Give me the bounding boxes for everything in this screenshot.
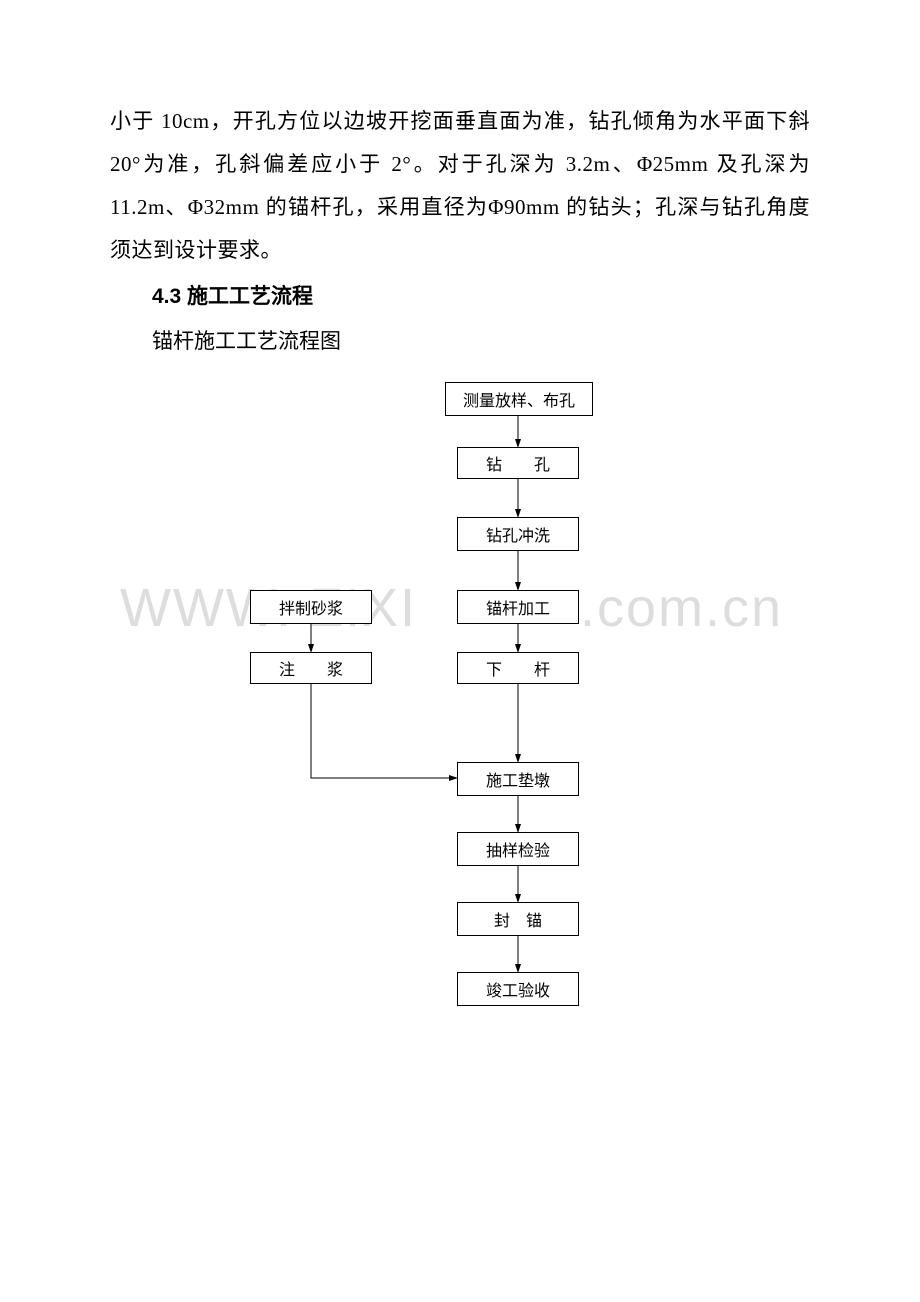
flow-node-n7: 注 浆 (250, 652, 372, 684)
page: 小于 10cm，开孔方位以边坡开挖面垂直面为准，钻孔倾角为水平面下斜 20°为准… (0, 0, 920, 1302)
figure-title: 锚杆施工工艺流程图 (110, 320, 810, 362)
flowchart: WWW. ZIXI .com.cn 测量放样、布孔钻 孔钻孔冲洗锚杆加工下 杆拌… (110, 372, 810, 1052)
paragraph-1: 小于 10cm，开孔方位以边坡开挖面垂直面为准，钻孔倾角为水平面下斜 20°为准… (110, 100, 810, 272)
section-heading: 4.3 施工工艺流程 (110, 276, 810, 318)
flow-node-n3: 钻孔冲洗 (457, 517, 579, 551)
flow-node-n4: 锚杆加工 (457, 590, 579, 624)
flow-node-n5: 下 杆 (457, 652, 579, 684)
flow-node-n9: 抽样检验 (457, 832, 579, 866)
flow-node-n6: 拌制砂浆 (250, 590, 372, 624)
flow-node-n1: 测量放样、布孔 (445, 382, 593, 416)
flow-node-n8: 施工垫墩 (457, 762, 579, 796)
flow-node-n11: 竣工验收 (457, 972, 579, 1006)
flow-node-n2: 钻 孔 (457, 447, 579, 479)
flow-node-n10: 封 锚 (457, 902, 579, 936)
